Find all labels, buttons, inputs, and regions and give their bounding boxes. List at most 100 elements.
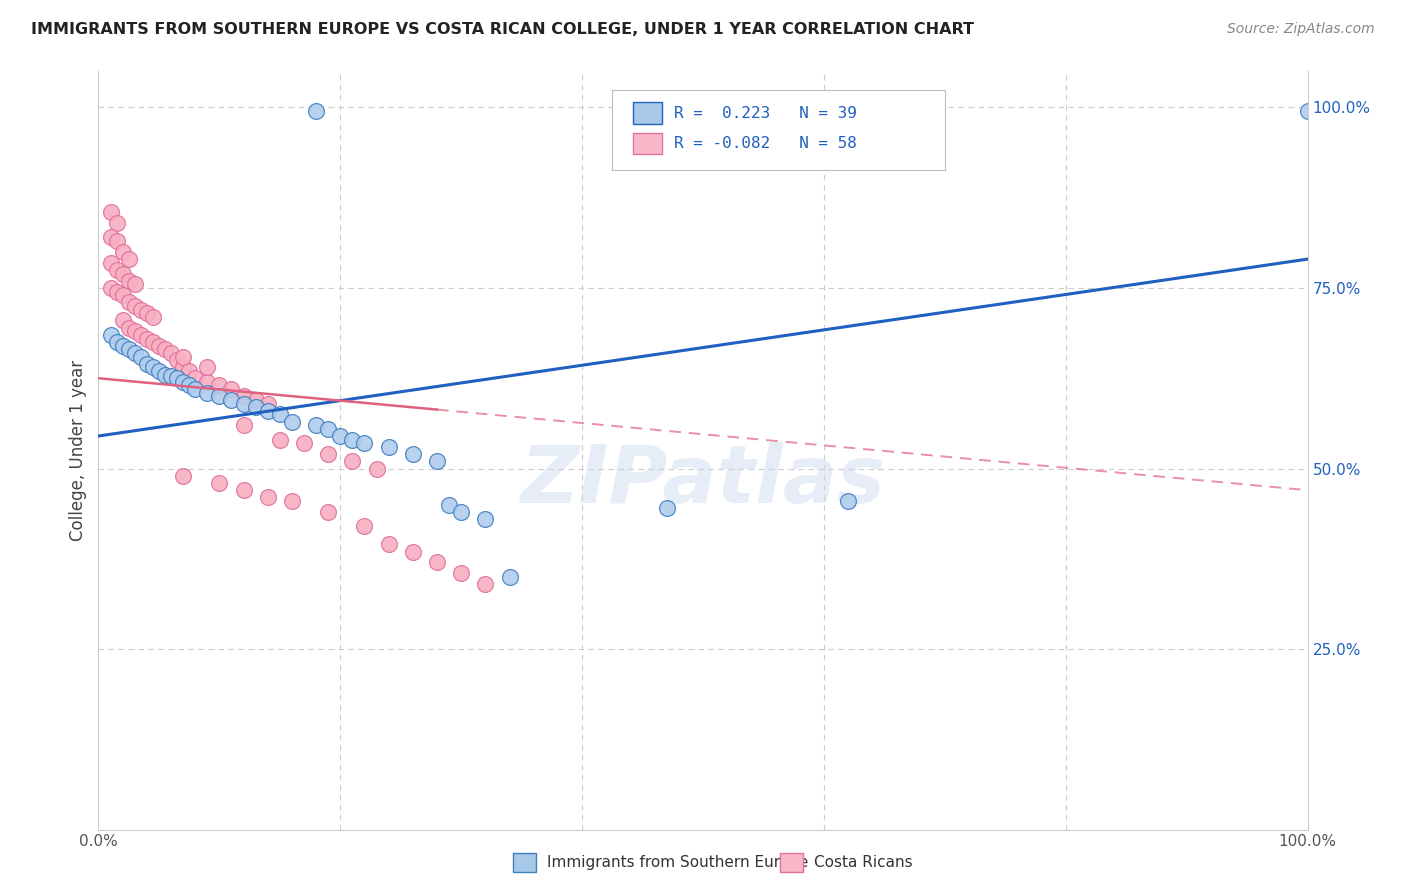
Y-axis label: College, Under 1 year: College, Under 1 year xyxy=(69,359,87,541)
Point xyxy=(135,306,157,320)
Point xyxy=(111,288,134,302)
Point xyxy=(474,512,496,526)
Point xyxy=(166,371,188,385)
Point xyxy=(208,475,231,490)
Point xyxy=(100,230,122,244)
Point xyxy=(498,570,520,584)
Point xyxy=(124,324,146,338)
Point xyxy=(269,433,291,447)
Point xyxy=(256,403,278,417)
Text: R =  0.223   N = 39: R = 0.223 N = 39 xyxy=(673,105,856,120)
Point xyxy=(100,205,122,219)
Point xyxy=(316,422,339,436)
Point xyxy=(172,350,194,364)
Point xyxy=(100,327,122,342)
Point xyxy=(118,252,141,266)
Point xyxy=(329,429,352,443)
Point xyxy=(172,375,194,389)
Point xyxy=(142,360,165,375)
Point xyxy=(135,332,157,346)
Point xyxy=(195,375,218,389)
Point xyxy=(402,544,425,558)
Point xyxy=(366,461,388,475)
Text: Immigrants from Southern Europe: Immigrants from Southern Europe xyxy=(547,855,808,870)
FancyBboxPatch shape xyxy=(633,133,662,154)
Point xyxy=(208,378,231,392)
Point xyxy=(450,505,472,519)
Point xyxy=(129,327,152,342)
Point xyxy=(148,364,170,378)
Point xyxy=(124,346,146,360)
Point xyxy=(118,320,141,334)
Point xyxy=(245,392,267,407)
Point xyxy=(377,537,399,551)
Point xyxy=(166,353,188,368)
Text: R = -0.082   N = 58: R = -0.082 N = 58 xyxy=(673,136,856,151)
Point xyxy=(353,519,375,533)
Point xyxy=(111,313,134,327)
Point xyxy=(195,385,218,400)
Point xyxy=(474,577,496,591)
Point xyxy=(105,285,128,299)
Point xyxy=(245,400,267,414)
Point xyxy=(118,274,141,288)
Point xyxy=(232,389,254,403)
Text: IMMIGRANTS FROM SOUTHERN EUROPE VS COSTA RICAN COLLEGE, UNDER 1 YEAR CORRELATION: IMMIGRANTS FROM SOUTHERN EUROPE VS COSTA… xyxy=(31,22,974,37)
Point xyxy=(124,277,146,292)
Point xyxy=(124,299,146,313)
Point xyxy=(316,447,339,461)
Point xyxy=(118,295,141,310)
Point xyxy=(153,368,176,382)
Point xyxy=(342,433,364,447)
Point xyxy=(135,357,157,371)
Point xyxy=(402,447,425,461)
Point xyxy=(129,350,152,364)
Point xyxy=(184,382,207,396)
Point xyxy=(316,505,339,519)
Point xyxy=(111,244,134,259)
Text: Costa Ricans: Costa Ricans xyxy=(814,855,912,870)
Point xyxy=(305,104,328,119)
Point xyxy=(100,281,122,295)
Point xyxy=(184,371,207,385)
Point xyxy=(269,408,291,422)
FancyBboxPatch shape xyxy=(613,90,945,170)
Point xyxy=(208,389,231,403)
Point xyxy=(232,418,254,433)
Point xyxy=(129,302,152,317)
Point xyxy=(172,360,194,375)
Point xyxy=(142,310,165,324)
Point xyxy=(105,335,128,350)
Point xyxy=(142,335,165,350)
Point xyxy=(100,256,122,270)
Point xyxy=(195,360,218,375)
Point xyxy=(342,454,364,468)
Point xyxy=(221,382,243,396)
Point xyxy=(377,440,399,454)
Point xyxy=(160,369,183,384)
Point xyxy=(281,494,304,508)
FancyBboxPatch shape xyxy=(633,103,662,124)
Point xyxy=(353,436,375,450)
Text: ZIPatlas: ZIPatlas xyxy=(520,442,886,520)
Point xyxy=(111,339,134,353)
Point xyxy=(153,343,176,357)
Point xyxy=(655,501,678,516)
Point xyxy=(179,378,201,392)
Point xyxy=(105,216,128,230)
Point xyxy=(148,339,170,353)
Point xyxy=(426,555,449,569)
Point xyxy=(232,483,254,498)
Point xyxy=(450,566,472,581)
Point xyxy=(256,491,278,505)
Point xyxy=(172,468,194,483)
Point xyxy=(256,396,278,410)
Point xyxy=(437,498,460,512)
Point xyxy=(292,436,315,450)
Point xyxy=(160,346,183,360)
Point xyxy=(179,364,201,378)
Text: Source: ZipAtlas.com: Source: ZipAtlas.com xyxy=(1227,22,1375,37)
Point xyxy=(221,392,243,407)
Point xyxy=(426,454,449,468)
Point xyxy=(232,396,254,410)
